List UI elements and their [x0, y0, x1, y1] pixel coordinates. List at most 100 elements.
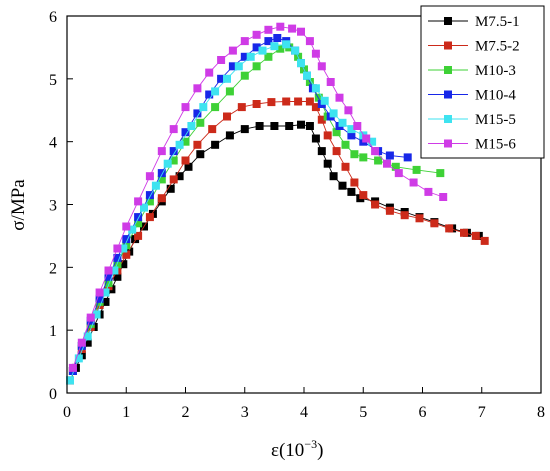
data-point	[252, 100, 261, 108]
legend-items: M7.5-1 M7.5-2 M10-3 M10-4 M15-5 M15-6	[428, 14, 520, 153]
y-tick-label: 4	[49, 135, 57, 152]
data-point	[134, 197, 143, 206]
data-point	[415, 214, 424, 223]
data-point	[317, 62, 326, 71]
data-point	[181, 103, 190, 112]
data-point	[122, 235, 131, 244]
data-point	[169, 156, 178, 165]
data-point	[264, 37, 273, 46]
data-point	[240, 52, 249, 61]
data-point	[374, 156, 383, 165]
data-point	[113, 253, 122, 262]
legend-item: M10-4	[428, 88, 516, 104]
data-point	[258, 46, 267, 55]
data-point	[199, 103, 208, 112]
legend-box	[420, 5, 545, 159]
data-point	[196, 118, 205, 127]
y-tick-label: 2	[49, 260, 57, 277]
data-point	[276, 44, 285, 53]
legend-marker	[444, 17, 452, 25]
x-tick-label: 2	[182, 404, 190, 421]
data-point	[223, 74, 231, 83]
data-point	[314, 93, 323, 102]
y-axis-title: σ/MPa	[8, 179, 29, 231]
data-point	[430, 219, 439, 228]
data-point	[101, 297, 110, 306]
data-point	[305, 37, 314, 46]
data-point	[122, 222, 131, 231]
data-point	[344, 106, 353, 115]
data-point	[83, 332, 92, 341]
legend-marker	[444, 115, 452, 123]
data-point	[439, 193, 448, 201]
legend-marker	[444, 66, 452, 74]
legend-item: M15-6	[428, 137, 516, 153]
series-line	[69, 43, 373, 381]
data-point	[122, 250, 131, 259]
data-point	[267, 98, 276, 107]
data-point	[217, 56, 226, 64]
data-point	[297, 59, 305, 68]
data-point	[270, 42, 279, 51]
data-point	[323, 131, 332, 140]
data-point	[234, 62, 243, 71]
data-point	[480, 236, 489, 245]
data-point	[291, 46, 300, 55]
data-point	[359, 153, 368, 162]
data-point	[252, 62, 261, 71]
data-point	[157, 147, 166, 156]
data-point	[169, 125, 178, 134]
legend-marker	[444, 41, 452, 50]
data-point	[285, 122, 294, 130]
legend-label: M10-4	[475, 88, 516, 104]
data-point	[297, 120, 305, 129]
data-point	[211, 87, 220, 96]
data-point	[320, 96, 329, 105]
data-point	[350, 150, 359, 159]
legend-label: M7.5-2	[475, 39, 520, 55]
data-point	[110, 266, 119, 275]
data-point	[317, 115, 326, 124]
data-point	[246, 52, 255, 61]
legend-marker	[444, 139, 452, 148]
legend-item: M15-5	[428, 112, 516, 128]
data-point	[362, 134, 371, 143]
data-point	[95, 294, 104, 303]
data-point	[175, 172, 184, 181]
data-point	[187, 122, 196, 130]
data-point	[368, 137, 377, 146]
data-point	[460, 228, 468, 237]
data-point	[66, 376, 74, 385]
data-point	[83, 338, 92, 347]
legend-item: M7.5-1	[428, 14, 520, 30]
data-point	[282, 97, 291, 106]
data-point	[175, 140, 184, 149]
data-point	[169, 147, 178, 156]
series-line	[72, 26, 444, 369]
data-point	[240, 37, 249, 46]
data-point	[205, 90, 214, 99]
data-point	[205, 68, 214, 77]
data-point	[270, 122, 279, 130]
data-point	[359, 191, 368, 200]
data-point	[157, 169, 166, 178]
data-point	[303, 71, 311, 80]
data-point	[347, 187, 356, 196]
x-axis-title-close: )	[317, 440, 323, 461]
data-point	[353, 122, 362, 130]
data-point	[92, 310, 101, 319]
data-point	[335, 93, 344, 102]
data-point	[252, 30, 261, 39]
data-point	[211, 140, 220, 149]
data-point	[323, 159, 332, 168]
data-point	[305, 122, 314, 130]
data-point	[394, 169, 403, 178]
data-point	[74, 354, 83, 363]
series-M10-4	[68, 34, 412, 375]
data-point	[119, 260, 128, 269]
data-point	[77, 338, 86, 347]
data-point	[193, 84, 202, 93]
x-tick-label: 3	[241, 404, 249, 421]
data-point	[140, 203, 148, 212]
